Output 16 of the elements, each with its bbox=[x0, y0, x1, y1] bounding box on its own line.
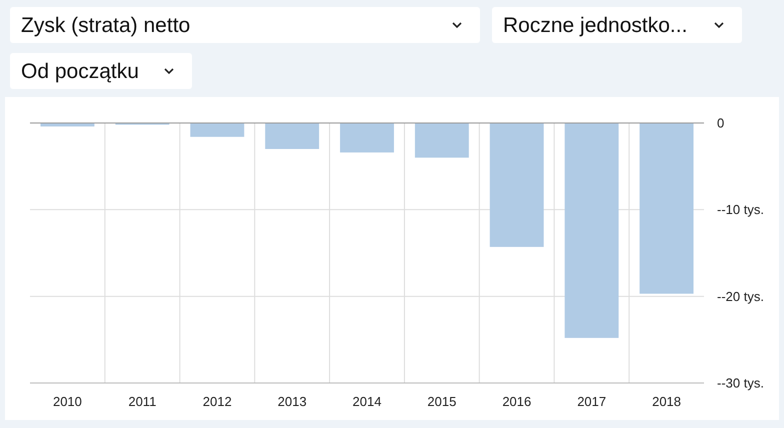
x-tick-label: 2016 bbox=[502, 394, 532, 409]
x-tick-label: 2012 bbox=[202, 394, 232, 409]
y-tick-label: 0 bbox=[717, 116, 724, 131]
x-tick-label: 2018 bbox=[652, 394, 682, 409]
x-tick-label: 2013 bbox=[278, 394, 307, 409]
x-tick-label: 2015 bbox=[427, 394, 456, 409]
x-tick-label: 2010 bbox=[52, 394, 82, 409]
text: Od początku bbox=[21, 60, 139, 83]
y-tick-label: --10 tys. bbox=[717, 202, 764, 218]
y-tick-label: --20 tys. bbox=[717, 288, 764, 304]
y-tick-label: --30 tys. bbox=[717, 376, 764, 391]
x-tick-label: 2011 bbox=[128, 394, 156, 409]
chart-title: Zysk (strata) netto bbox=[21, 14, 190, 37]
x-tick-label: 2017 bbox=[577, 394, 606, 409]
chart-subtitle: Roczne jednostko... bbox=[503, 14, 688, 37]
x-tick-label: 2014 bbox=[352, 394, 382, 409]
